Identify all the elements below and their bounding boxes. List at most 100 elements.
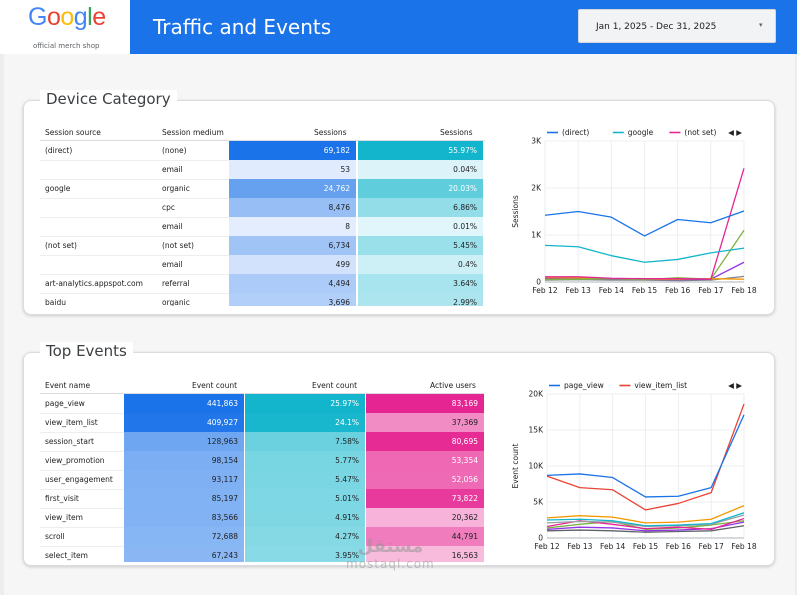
active-users-cell: 16,563 [366,546,484,562]
column-header-sessions[interactable]: Sessions [314,128,347,137]
table-row[interactable]: email 499 0.4% [40,255,485,274]
column-header-event-name[interactable]: Event name [45,381,91,390]
event-name-cell: user_engagement [45,475,113,484]
column-header-session-medium[interactable]: Session medium [162,128,224,137]
active-users-cell: 73,822 [366,489,484,508]
y-tick-label: 0 [538,534,543,543]
series-line [546,521,745,532]
logo-letter: g [73,3,88,31]
session-medium-cell: email [162,165,183,174]
event-count-cell: 67,243 [124,546,244,562]
session-medium-cell: email [162,260,183,269]
event-name-cell: session_start [45,437,94,446]
table-row[interactable]: scroll 72,688 4.27% 44,791 [40,527,485,546]
event-name-cell: first_visit [45,494,79,503]
legend-pager-arrows[interactable]: ◀ ▶ [728,128,742,137]
date-range-value: Jan 1, 2025 - Dec 31, 2025 [596,22,717,32]
column-header-session-source[interactable]: Session source [45,128,101,137]
x-tick-label: Feb 16 [665,286,690,295]
row-divider [40,160,230,161]
row-divider [40,236,230,237]
sessions-line-chart[interactable]: 0 1K 2K 3K Feb 12 Feb 13 Feb 14 Feb 15 Feb 16 Feb… [510,125,765,300]
column-header-sessions-pct[interactable]: Sessions [440,128,473,137]
table-row[interactable]: select_item 67,243 3.95% 16,563 [40,546,485,562]
event-name-cell: view_item_list [45,418,98,427]
table-row[interactable]: view_item_list 409,927 24.1% 37,369 [40,413,485,432]
logo-letter: o [60,3,74,31]
table-row[interactable]: page_view 441,863 25.97% 83,169 [40,394,485,413]
table-row[interactable]: email 8 0.01% [40,217,485,236]
active-users-cell: 52,056 [366,470,484,489]
x-tick-label: Feb 17 [699,542,724,551]
series-line [546,520,745,531]
x-tick-label: Feb 18 [731,542,756,551]
sessions-cell: 8,476 [229,198,356,217]
sessions-cell: 3,696 [229,293,356,306]
logo[interactable]: Google official merch shop [0,0,130,54]
table-row[interactable]: email 53 0.04% [40,160,485,179]
device-category-table[interactable]: Session source Session medium Sessions S… [40,123,485,306]
series-line [546,514,745,528]
event-count-percent-cell: 4.27% [245,527,365,546]
session-medium-cell: organic [162,184,190,193]
y-tick-label: 20K [529,390,545,399]
sessions-percent-cell: 20.03% [358,179,483,198]
table-row[interactable]: (not set) (not set) 6,734 5.45% [40,236,485,255]
event-count-cell: 83,566 [124,508,244,527]
top-events-table[interactable]: Event name Event count Event count Activ… [40,376,485,562]
row-divider [40,546,124,547]
table-row[interactable]: user_engagement 93,117 5.47% 52,056 [40,470,485,489]
chevron-down-icon: ▾ [759,22,763,29]
legend-pager-arrows[interactable]: ◀ ▶ [728,381,742,390]
session-medium-cell: cpc [162,203,176,212]
page-title: Traffic and Events [153,15,332,39]
table-row[interactable]: view_promotion 98,154 5.77% 53,354 [40,451,485,470]
sessions-cell: 4,494 [229,274,356,293]
active-users-cell: 37,369 [366,413,484,432]
event-count-percent-cell: 7.58% [245,432,365,451]
sessions-percent-cell: 0.04% [358,160,483,179]
sessions-cell: 69,182 [229,141,356,160]
table-row[interactable]: view_item 83,566 4.91% 20,362 [40,508,485,527]
table-row[interactable]: baidu organic 3,696 2.99% [40,293,485,306]
column-header-event-count[interactable]: Event count [192,381,238,390]
column-header-event-count-pct[interactable]: Event count [312,381,358,390]
session-source-cell [40,255,158,274]
x-tick-label: Feb 18 [731,286,756,295]
y-tick-label: 10K [529,462,545,471]
watermark: مستقل mostaql.com [346,537,435,572]
sessions-cell: 53 [229,160,356,179]
row-divider [40,508,124,509]
y-tick-label: 1K [531,231,542,240]
event-count-percent-cell: 5.01% [245,489,365,508]
logo-subtitle: official merch shop [33,42,100,50]
table-header: Event name Event count Event count Activ… [40,376,485,394]
column-header-active-users[interactable]: Active users [430,381,476,390]
event-count-cell: 441,863 [124,394,244,413]
logo-letter: o [46,3,61,31]
session-medium-cell: email [162,222,183,231]
table-row[interactable]: session_start 128,963 7.58% 80,695 [40,432,485,451]
row-divider [40,451,124,452]
sessions-percent-cell: 5.45% [358,236,483,255]
sessions-percent-cell: 0.01% [358,217,483,236]
x-tick-label: Feb 15 [633,542,658,551]
date-range-picker[interactable]: Jan 1, 2025 - Dec 31, 2025 ▾ [578,9,776,43]
table-row[interactable]: first_visit 85,197 5.01% 73,822 [40,489,485,508]
event-count-percent-cell: 4.91% [245,508,365,527]
logo-letter: G [28,3,47,31]
event-count-line-chart[interactable]: 0 5K 10K 15K 20K Feb 12 Feb 13 Feb 14 Feb 15 Feb … [510,378,765,556]
table-row[interactable]: cpc 8,476 6.86% [40,198,485,217]
table-row[interactable]: (direct) (none) 69,182 55.97% [40,141,485,160]
event-count-cell: 72,688 [124,527,244,546]
session-source-cell: google [45,184,71,193]
series-line-not-set [545,168,745,280]
table-row[interactable]: google organic 24,762 20.03% [40,179,485,198]
table-row[interactable]: art-analytics.appspot.com referral 4,494 3.… [40,274,485,293]
row-divider [40,274,230,275]
session-medium-cell: referral [162,279,190,288]
session-source-cell: (direct) [45,146,73,155]
event-count-percent-cell: 25.97% [245,394,365,413]
y-tick-label: 15K [529,426,545,435]
top-events-title: Top Events [40,342,133,360]
